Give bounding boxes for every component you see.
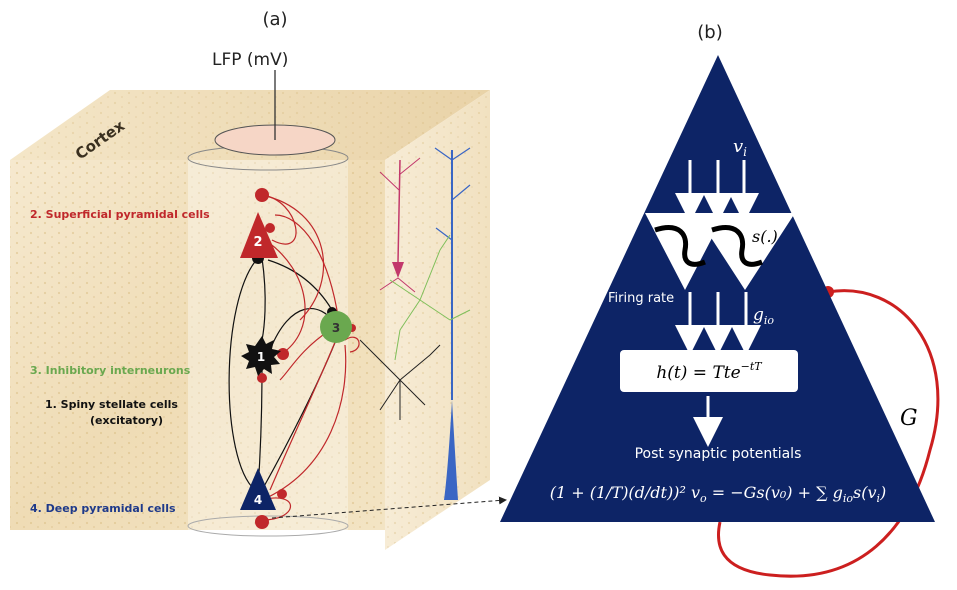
gain-label: gio [753, 305, 774, 327]
cortex-block [10, 90, 490, 550]
stellate-neuron-illustration-black [359, 339, 441, 420]
layer-label-stellate: 1. Spiny stellate cells [45, 398, 178, 411]
cell-2-number: 2 [253, 235, 262, 250]
panel-b-label: (b) [697, 22, 722, 43]
cell-3-inhibitory-interneuron [320, 311, 352, 343]
column-bottom-ellipse [187, 515, 349, 537]
lfp-label: LFP (mV) [212, 50, 288, 70]
input-arrows [675, 160, 759, 223]
pyramidal-neuron-illustration-blue [434, 147, 471, 500]
pyramidal-neuron-illustration-pink [379, 157, 421, 293]
feedback-gain-label: G [900, 406, 918, 431]
psp-equation: (1 + (1/T)(d/dt))² vo = −Gs(v₀) + ∑ gios… [550, 483, 887, 505]
cell-4-deep-pyramidal [240, 468, 276, 510]
cell-1-spiny-stellate [241, 336, 281, 376]
firing-rate-arrows [675, 292, 761, 355]
dashed-connector-arrow [271, 496, 507, 519]
cell-4-number: 4 [254, 493, 262, 507]
input-v-label: vi [733, 136, 747, 159]
layer-label-deep: 4. Deep pyramidal cells [30, 502, 176, 515]
layer-label-superficial: 2. Superficial pyramidal cells [30, 208, 210, 221]
interneuron-illustration-green [389, 234, 471, 361]
cell-2-superficial-pyramidal [240, 212, 278, 258]
panel-a-label: (a) [262, 9, 287, 30]
psp-label: Post synaptic potentials [635, 446, 802, 462]
kernel-equation: h(t) = Tte−tT [656, 360, 763, 383]
cell-3-number: 3 [332, 321, 340, 335]
layer-label-inhibitory: 3. Inhibitory interneurons [30, 364, 191, 377]
cell-1-number: 1 [257, 350, 265, 364]
firing-rate-label: Firing rate [608, 291, 674, 306]
kernel-box [620, 350, 798, 392]
layer-label-excitatory: (excitatory) [90, 414, 163, 427]
sigmoid-label: s(.) [752, 227, 778, 246]
population-triangle [500, 55, 935, 522]
sigmoid-units [645, 213, 795, 290]
